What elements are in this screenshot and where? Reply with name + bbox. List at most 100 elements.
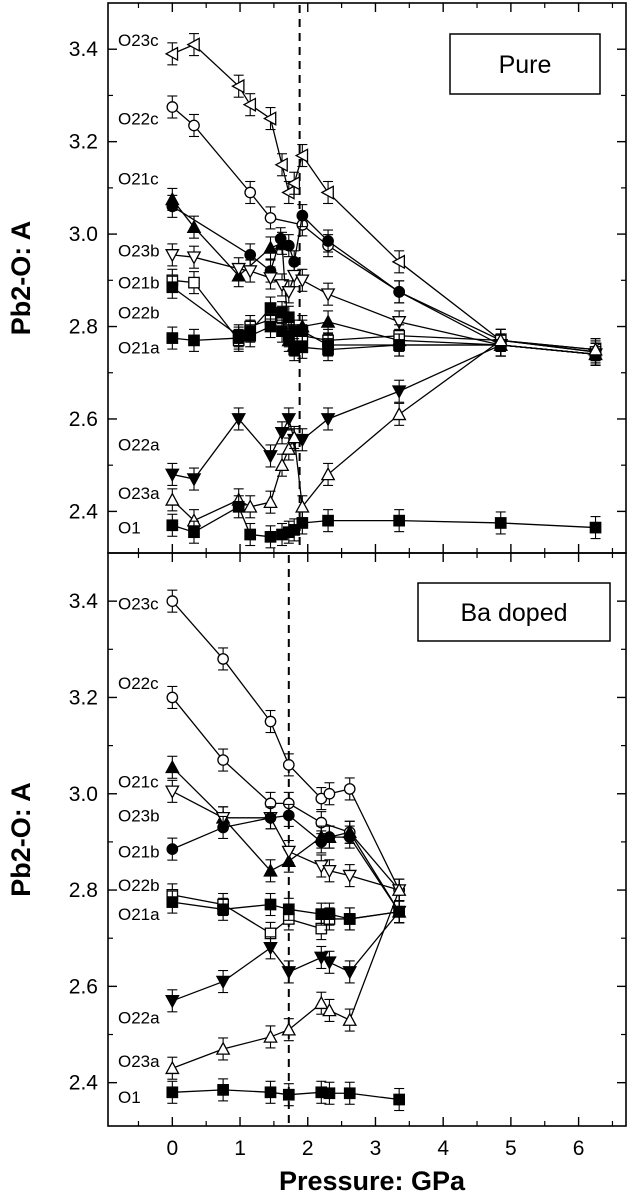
series-label: O22c [118, 110, 159, 129]
data-point [165, 1060, 180, 1075]
data-point [391, 254, 406, 270]
data-point [165, 785, 180, 799]
data-point [242, 499, 258, 513]
data-point [165, 492, 180, 506]
x-tick-label: 3 [370, 1137, 382, 1160]
data-point [242, 97, 257, 112]
data-point [320, 413, 336, 427]
series-o21a [166, 314, 602, 366]
data-point [282, 1088, 295, 1101]
series-o1 [166, 1078, 406, 1112]
x-tick-label: 6 [573, 1137, 585, 1160]
data-point [215, 1041, 231, 1055]
data-point [296, 517, 309, 529]
y-tick-label: 3.4 [69, 590, 99, 613]
series-o22a [165, 900, 407, 1013]
data-point [320, 288, 336, 302]
data-point [263, 272, 278, 286]
data-point [320, 185, 334, 200]
series-label: O23a [118, 484, 160, 503]
legend-label: Pure [499, 51, 552, 79]
data-point [166, 519, 179, 532]
series-o23c [166, 589, 406, 902]
data-point [323, 908, 336, 920]
data-point [281, 966, 297, 980]
series-o22c [166, 95, 602, 364]
series-label: O21b [118, 274, 160, 293]
series-label: O21a [118, 905, 160, 924]
data-point [264, 898, 277, 911]
data-point [186, 251, 202, 265]
data-point [264, 212, 277, 224]
data-point [166, 281, 179, 294]
series-label: O22b [118, 304, 160, 323]
data-point [391, 905, 407, 920]
series-line [172, 889, 400, 1069]
data-point [263, 1029, 278, 1043]
data-point [165, 759, 180, 774]
y-tick-label: 3.2 [69, 686, 98, 709]
data-point [286, 175, 301, 191]
series-label: O22a [118, 435, 160, 454]
panel-2: 2.4 2.6 2.8 3.0 3.2 3.4 Pb2-O: A O23c O22c O21c O2… [6, 552, 627, 1127]
legend-label: Ba doped [460, 599, 567, 627]
x-axis-title: Pressure: GPa [279, 1166, 466, 1196]
data-point [186, 473, 202, 487]
data-point [342, 966, 358, 980]
data-point [217, 821, 229, 834]
data-point [281, 1022, 297, 1036]
series-line [171, 106, 596, 353]
data-point [391, 385, 407, 399]
data-point [215, 975, 231, 990]
data-point [343, 913, 356, 925]
series-label: O22c [118, 674, 159, 693]
series-line [171, 766, 400, 913]
data-point [231, 78, 245, 94]
data-point [588, 342, 603, 356]
plot-layer: 2.4 2.6 2.8 3.0 3.2 3.4 Pb2-O: A O23c O22c O21c O2… [6, 2, 627, 1160]
data-point [165, 994, 180, 1009]
data-point [296, 209, 309, 222]
data-point [217, 653, 229, 665]
series-label: O23c [118, 31, 159, 50]
data-point [264, 530, 277, 543]
data-point [263, 450, 278, 464]
y-tick-label: 2.8 [69, 879, 98, 902]
y-tick-label: 2.6 [69, 975, 98, 998]
data-point [166, 843, 179, 855]
legend-box [417, 582, 611, 642]
data-point [322, 956, 337, 970]
data-point [343, 831, 356, 843]
data-point [320, 314, 336, 328]
series-o23b [165, 243, 603, 366]
data-point [282, 903, 295, 916]
x-tick-label: 4 [437, 1137, 449, 1160]
data-point [186, 37, 200, 52]
series-o21c [165, 755, 407, 924]
data-point [322, 514, 334, 527]
data-point [264, 715, 277, 728]
y-tick-label: 2.8 [69, 316, 98, 339]
data-point [274, 279, 290, 293]
series-o22c [166, 685, 406, 902]
data-point [164, 46, 179, 62]
data-point [282, 809, 295, 822]
series-o23a [165, 878, 407, 1080]
data-point [165, 249, 180, 263]
panel-frame [107, 552, 627, 1127]
data-point [294, 148, 309, 163]
data-point [286, 429, 302, 444]
data-point [322, 235, 334, 247]
x-tick-label: 5 [505, 1137, 517, 1160]
data-point [288, 524, 301, 536]
data-point [263, 941, 278, 956]
data-point [264, 1086, 277, 1099]
data-point [393, 1093, 406, 1106]
data-point [343, 783, 356, 795]
data-point [231, 262, 246, 277]
data-point [166, 691, 179, 704]
series-label: O1 [118, 1088, 141, 1107]
data-point [281, 413, 297, 427]
data-point [322, 343, 334, 356]
data-point [393, 286, 406, 298]
